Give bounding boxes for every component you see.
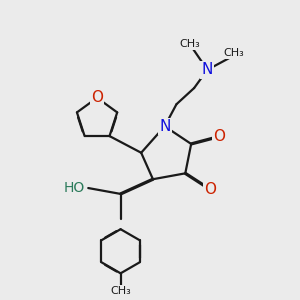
Text: CH₃: CH₃ xyxy=(179,39,200,49)
Text: CH₃: CH₃ xyxy=(110,286,131,296)
Text: HO: HO xyxy=(64,181,85,195)
Text: CH₃: CH₃ xyxy=(224,48,244,58)
Text: O: O xyxy=(204,182,216,197)
Text: N: N xyxy=(202,62,213,77)
Text: O: O xyxy=(91,90,103,105)
Text: O: O xyxy=(213,129,225,144)
Text: N: N xyxy=(159,119,170,134)
